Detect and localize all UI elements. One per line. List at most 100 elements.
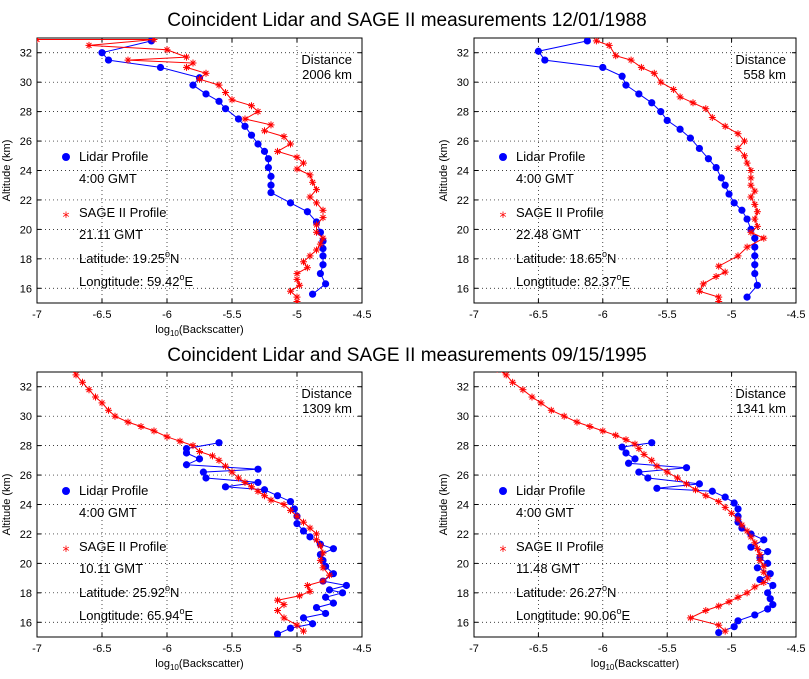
lidar-data-point	[195, 455, 204, 463]
y-tick-label: 28	[20, 107, 32, 119]
sage-data-point	[326, 571, 333, 579]
sage-data-point	[734, 130, 742, 138]
lidar-legend-label: Lidar Profile	[79, 149, 148, 164]
y-tick-label: 16	[20, 617, 32, 629]
sage-data-point	[747, 167, 755, 174]
sage-data-point	[689, 99, 697, 107]
sage-data-point	[248, 483, 255, 491]
y-tick-label: 20	[20, 558, 32, 570]
sage-data-point	[261, 492, 268, 500]
lidar-data-point	[322, 593, 330, 601]
distance-value: 2006 km	[302, 67, 352, 82]
sage-data-point	[313, 199, 320, 207]
lidar-data-point	[254, 465, 262, 473]
sage-data-point	[760, 234, 768, 242]
lidar-data-point	[657, 108, 665, 116]
lidar-data-point	[319, 244, 327, 253]
lidar-data-point	[98, 49, 106, 57]
x-tick-label: -7	[469, 643, 479, 655]
lidar-data-point	[769, 601, 777, 609]
sage-data-point	[640, 450, 648, 458]
sage-data-point	[715, 262, 723, 270]
sage-data-point	[319, 564, 327, 572]
sage-data-point	[756, 551, 764, 559]
sage-data-point	[653, 462, 661, 470]
sage-data-point	[627, 56, 635, 64]
sage-data-point	[721, 627, 729, 635]
sage-data-point	[676, 93, 684, 101]
axes-frame	[473, 37, 797, 304]
sage-data-point	[303, 582, 311, 589]
sage-data-point	[111, 412, 119, 420]
distance-value: 1341 km	[736, 401, 786, 416]
sage-data-point	[753, 208, 761, 216]
lidar-legend-marker	[499, 153, 507, 161]
lidar-data-point	[156, 63, 165, 72]
x-axis-label: log10(Backscatter)	[155, 658, 243, 672]
y-tick-label: 20	[457, 558, 469, 570]
sage-data-point	[124, 56, 132, 64]
x-tick-label: -4.5	[353, 309, 372, 321]
y-tick-label: 18	[20, 254, 32, 266]
longitude-text: Longtitude: 65.94oE	[79, 606, 194, 623]
series-layer	[72, 372, 350, 637]
sage-time: 11.48 GMT	[516, 561, 580, 576]
sage-data-point	[303, 264, 311, 272]
sage-data-point	[753, 545, 761, 553]
distance-label: Distance	[301, 52, 352, 67]
sage-data-point	[309, 178, 317, 186]
sage-data-point	[751, 200, 759, 208]
x-tick-label: -6.5	[93, 309, 112, 321]
lidar-data-point	[221, 105, 230, 113]
y-tick-label: 28	[457, 107, 469, 119]
y-axis-label: Altitude (km)	[1, 474, 13, 536]
latitude-text: Latitude: 19.25oN	[79, 249, 179, 266]
lidar-data-point	[329, 545, 337, 553]
lidar-data-point	[104, 56, 113, 64]
sage-data-point	[189, 442, 197, 450]
y-tick-label: 30	[20, 77, 32, 89]
sage-data-point	[313, 246, 320, 254]
sage-data-point	[280, 614, 288, 622]
sage-data-point	[293, 153, 301, 161]
sage-data-point	[280, 501, 288, 508]
sage-data-point	[663, 468, 671, 476]
y-tick-label: 20	[20, 224, 32, 236]
sage-data-point	[287, 140, 294, 148]
lidar-data-point	[686, 134, 694, 142]
x-axis-label: log10(Backscatter)	[591, 658, 679, 672]
lidar-data-point	[273, 492, 282, 500]
sage-data-point	[274, 607, 281, 614]
sage-data-point	[241, 115, 249, 123]
sage-data-point	[306, 587, 314, 595]
lidar-data-point	[534, 47, 543, 55]
sage-time: 10.11 GMT	[79, 561, 143, 576]
top-figure-title: Coincident Lidar and SAGE II measurement…	[167, 10, 647, 31]
sage-data-point	[715, 293, 723, 301]
lidar-data-point	[769, 581, 777, 590]
x-tick-label: -4.5	[787, 643, 806, 655]
sage-data-point	[751, 583, 759, 591]
sage-data-point	[215, 81, 223, 89]
lidar-data-point	[254, 140, 262, 148]
sage-data-point	[502, 372, 510, 379]
sage-data-point	[743, 589, 751, 597]
axes-frame	[36, 37, 363, 304]
lidar-data-point	[730, 499, 738, 507]
sage-data-point	[760, 562, 768, 570]
sage-data-point	[650, 69, 658, 77]
sage-data-point	[274, 596, 281, 604]
sage-legend-label: SAGE II Profile	[79, 205, 166, 220]
sage-data-point	[222, 89, 229, 96]
lidar-data-point	[715, 628, 723, 637]
lidar-data-point	[721, 493, 729, 501]
chart-bottom-left: -7 -6.5 -6 -5.5 -5 -4.5 16 18 20 22 24 26 28 30 32 Alti…	[1, 371, 371, 672]
sage-data-point	[751, 215, 759, 223]
lidar-data-point	[676, 125, 684, 133]
sage-data-point	[296, 281, 304, 289]
lidar-data-point	[618, 72, 626, 80]
sage-data-point	[196, 75, 203, 83]
lidar-legend-marker	[62, 153, 70, 161]
longitude-text: Longtitude: 90.06oE	[516, 606, 631, 623]
y-tick-label: 20	[457, 224, 469, 236]
